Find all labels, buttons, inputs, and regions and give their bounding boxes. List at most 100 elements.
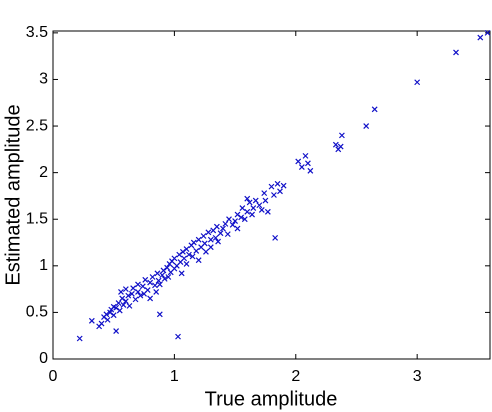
point [153, 288, 160, 295]
point [156, 311, 163, 318]
point [261, 190, 268, 197]
point [156, 281, 163, 288]
point [193, 247, 200, 254]
point [249, 211, 256, 218]
point [205, 229, 212, 236]
point [183, 261, 190, 267]
point [98, 320, 105, 327]
point [201, 240, 208, 247]
point [178, 270, 185, 277]
point [104, 316, 111, 323]
point [165, 274, 172, 280]
point [137, 292, 144, 299]
y-tick-label: 0.5 [26, 304, 48, 321]
point [332, 141, 339, 148]
y-tick-label: 3 [39, 71, 48, 88]
point [302, 152, 309, 159]
point [217, 230, 224, 237]
point [222, 220, 229, 227]
point [241, 216, 248, 223]
point [203, 248, 209, 255]
point [113, 328, 120, 334]
point [304, 160, 311, 167]
point [135, 281, 141, 288]
point [149, 274, 156, 280]
y-axis-label: Estimated amplitude [2, 104, 24, 285]
point [125, 292, 132, 299]
point [183, 246, 190, 252]
point [238, 214, 245, 221]
point [234, 225, 241, 232]
point [122, 298, 129, 305]
point [147, 295, 154, 302]
x-tick-label: 0 [49, 368, 58, 385]
point [213, 223, 220, 230]
point [264, 208, 271, 215]
point [195, 236, 202, 243]
point [280, 182, 287, 189]
point [271, 192, 277, 198]
point [477, 34, 484, 41]
point [338, 132, 345, 139]
point [232, 218, 239, 225]
point [226, 216, 232, 223]
point [200, 233, 207, 239]
y-tick-label: 2.5 [26, 117, 48, 134]
point [414, 79, 421, 86]
point [115, 300, 122, 307]
point [224, 231, 231, 238]
point [371, 106, 378, 113]
point [250, 205, 257, 211]
point [186, 251, 192, 258]
x-tick-label: 1 [170, 368, 179, 385]
y-tick-label: 3.5 [26, 24, 48, 41]
point [229, 221, 236, 228]
point [337, 143, 344, 150]
point [175, 333, 181, 340]
point [239, 205, 246, 211]
point [152, 282, 158, 289]
x-axis-label: True amplitude [205, 388, 338, 410]
point [103, 311, 110, 318]
y-tick-label: 2 [39, 164, 48, 181]
point [147, 279, 154, 286]
y-tick-label: 1 [39, 257, 48, 274]
point [181, 255, 188, 262]
point [195, 257, 202, 264]
point [139, 283, 146, 290]
point [110, 312, 117, 319]
point [142, 276, 149, 283]
x-tick-label: 2 [291, 368, 300, 385]
point [164, 264, 171, 271]
point [130, 285, 137, 292]
point [207, 244, 214, 251]
point [262, 197, 269, 204]
y-tick-label: 1.5 [26, 210, 48, 227]
point [189, 253, 196, 260]
point [274, 180, 281, 187]
point [272, 234, 279, 241]
point [212, 234, 219, 241]
point [268, 183, 275, 190]
point [252, 197, 259, 204]
point [244, 195, 251, 202]
point [144, 287, 151, 293]
point [256, 202, 263, 209]
point [76, 335, 83, 342]
point [190, 239, 197, 246]
point [307, 167, 314, 174]
point [207, 236, 214, 243]
point [258, 206, 265, 213]
point [88, 317, 95, 324]
point [363, 123, 370, 129]
y-tick-label: 0 [39, 350, 48, 367]
point [453, 49, 459, 56]
point [126, 302, 133, 309]
point [244, 208, 251, 215]
point [116, 307, 123, 314]
point [161, 275, 168, 282]
point [118, 288, 124, 295]
x-tick-label: 3 [413, 368, 422, 385]
point [277, 188, 283, 195]
